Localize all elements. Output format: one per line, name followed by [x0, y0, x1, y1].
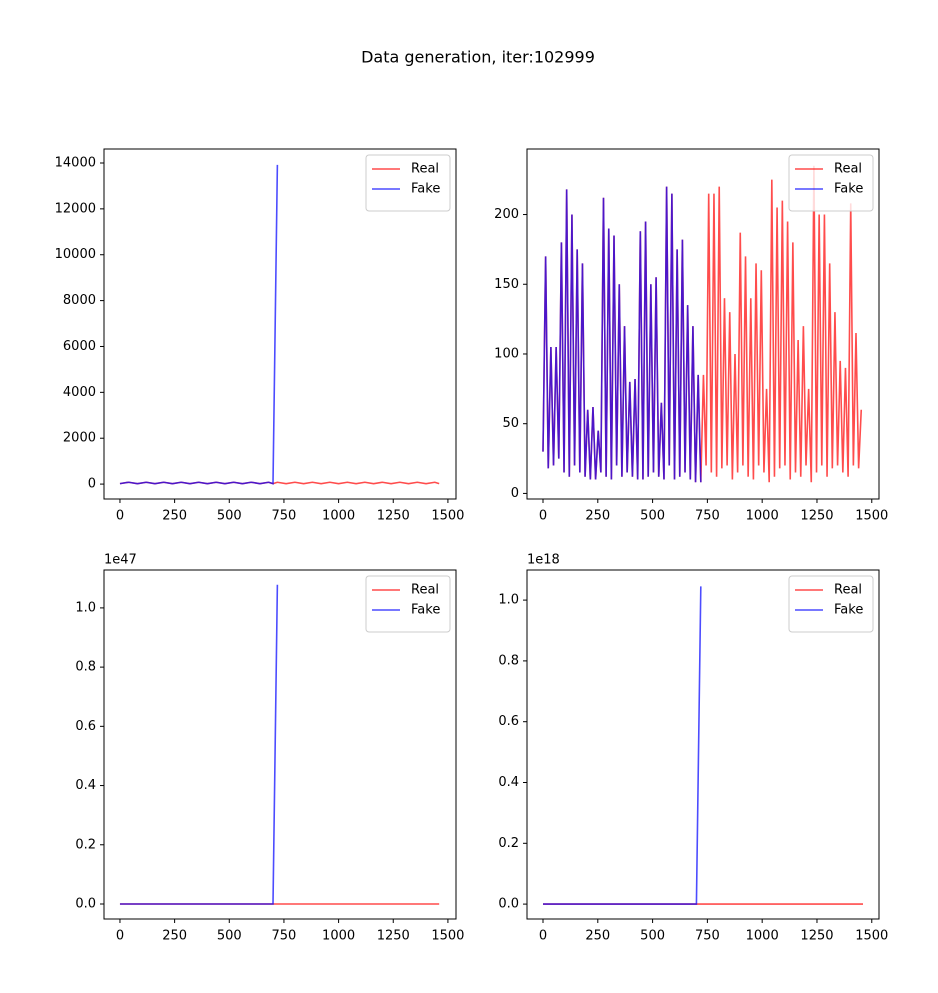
- x-tick-label: 0: [539, 929, 547, 944]
- y-tick-label: 0.4: [75, 778, 96, 793]
- y-tick-label: 0.0: [75, 896, 96, 911]
- x-tick-label: 750: [695, 509, 720, 524]
- y-tick-label: 50: [502, 416, 519, 431]
- subplot: 0 250 500 750 1000 1250 1500 0 50 100 150 200 Real Fa…: [494, 148, 888, 524]
- y-tick-label: 0: [88, 477, 96, 492]
- axes-frame: [103, 148, 457, 500]
- y-tick-label: 1.0: [498, 593, 519, 608]
- x-tick-label: 750: [272, 509, 297, 524]
- x-tick-label: 0: [116, 509, 124, 524]
- y-tick-label: 6000: [63, 339, 96, 354]
- x-tick-label: 250: [585, 509, 610, 524]
- y-tick-label: 0.2: [498, 836, 519, 851]
- data-line: [542, 186, 702, 483]
- subplot: 0 250 500 750 1000 1250 1500 0 2000 4000 6000 8000 1…: [55, 148, 464, 524]
- y-tick-label: 12000: [55, 201, 96, 216]
- subplot: 0 250 500 750 1000 1250 1500 0.0 0.2 0.4 0.6 0.8 1.0…: [75, 553, 464, 944]
- y-tick-label: 200: [494, 207, 519, 222]
- y-tick-label: 0: [511, 486, 519, 501]
- data-line: [543, 586, 702, 905]
- y-tick-label: 2000: [63, 431, 96, 446]
- x-tick-label: 0: [116, 929, 124, 944]
- x-tick-label: 1250: [377, 929, 410, 944]
- legend-label: Fake: [834, 182, 863, 197]
- y-tick-label: 0.8: [498, 653, 519, 668]
- x-tick-label: 750: [272, 929, 297, 944]
- legend-label: Fake: [411, 603, 440, 618]
- legend-label: Fake: [834, 603, 863, 618]
- x-tick-label: 1000: [746, 509, 779, 524]
- x-tick-label: 250: [162, 929, 187, 944]
- subplot: 0 250 500 750 1000 1250 1500 0.0 0.2 0.4 0.6 0.8 1.0…: [498, 553, 888, 944]
- x-tick-label: 500: [217, 929, 242, 944]
- y-tick-label: 150: [494, 277, 519, 292]
- legend-label: Real: [834, 162, 862, 177]
- y-tick-label: 100: [494, 346, 519, 361]
- x-tick-label: 1000: [746, 929, 779, 944]
- y-tick-label: 10000: [55, 247, 96, 262]
- data-line: [119, 584, 279, 905]
- x-tick-label: 500: [640, 929, 665, 944]
- y-tick-label: 0.8: [75, 660, 96, 675]
- y-tick-label: 8000: [63, 293, 96, 308]
- legend-label: Real: [834, 583, 862, 598]
- y-tick-label: 1.0: [75, 600, 96, 615]
- axes-frame: [103, 569, 457, 920]
- y-tick-label: 14000: [55, 155, 96, 170]
- x-tick-label: 250: [162, 509, 187, 524]
- axes-frame: [526, 148, 880, 500]
- x-tick-label: 1250: [377, 509, 410, 524]
- y-tick-label: 0.2: [75, 837, 96, 852]
- y-offset-text: 1e47: [104, 553, 137, 568]
- x-tick-label: 500: [217, 509, 242, 524]
- y-tick-label: 0.6: [498, 714, 519, 729]
- y-tick-label: 4000: [63, 385, 96, 400]
- x-tick-label: 1250: [800, 509, 833, 524]
- x-tick-label: 1500: [431, 509, 464, 524]
- data-line: [542, 165, 863, 483]
- y-tick-label: 0.0: [498, 897, 519, 912]
- legend-label: Real: [411, 162, 439, 177]
- x-tick-label: 250: [585, 929, 610, 944]
- x-tick-label: 750: [695, 929, 720, 944]
- y-offset-text: 1e18: [527, 553, 560, 568]
- y-tick-label: 0.6: [75, 719, 96, 734]
- x-tick-label: 1500: [431, 929, 464, 944]
- legend-label: Real: [411, 583, 439, 598]
- x-tick-label: 500: [640, 509, 665, 524]
- x-tick-label: 0: [539, 509, 547, 524]
- data-line: [119, 164, 279, 485]
- axes-frame: [526, 569, 880, 920]
- x-tick-label: 1000: [322, 509, 355, 524]
- x-tick-label: 1500: [855, 509, 888, 524]
- figure-title: Data generation, iter:102999: [361, 48, 595, 67]
- y-tick-label: 0.4: [498, 775, 519, 790]
- legend-label: Fake: [411, 182, 440, 197]
- x-tick-label: 1250: [800, 929, 833, 944]
- x-tick-label: 1500: [855, 929, 888, 944]
- x-tick-label: 1000: [322, 929, 355, 944]
